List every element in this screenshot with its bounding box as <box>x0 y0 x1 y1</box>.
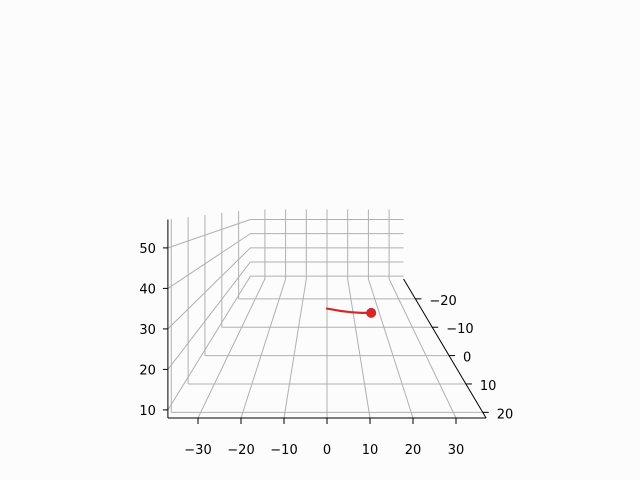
y-tick-label: −10 <box>446 322 473 337</box>
x-tick-label: −30 <box>184 443 211 458</box>
grid-line-x <box>240 209 287 419</box>
x-tick-label: −10 <box>270 443 297 458</box>
z-tick-label: 20 <box>139 363 156 378</box>
y-tick-label: −20 <box>429 294 456 309</box>
z-tick-label: 50 <box>139 242 156 257</box>
x-tick-label: 20 <box>405 443 422 458</box>
grid-line-x <box>388 209 457 419</box>
grid-line-x <box>347 209 371 419</box>
y-axis-line <box>403 278 487 419</box>
y-tick-label: 0 <box>463 351 471 366</box>
z-tick-label: 10 <box>139 404 156 419</box>
side-wall-grid-z <box>167 233 251 289</box>
grid-line-x <box>283 209 307 419</box>
x-tick-label: 30 <box>448 443 465 458</box>
z-tick-label: 30 <box>139 323 156 338</box>
x-tick-label: 10 <box>362 443 379 458</box>
x-tick-label: −20 <box>227 443 254 458</box>
y-tick-label: 20 <box>497 407 514 422</box>
grid <box>167 209 483 419</box>
side-wall-grid-z <box>167 275 251 411</box>
side-wall-grid-z <box>167 218 251 249</box>
axes <box>162 219 489 424</box>
series-layer <box>325 307 377 318</box>
x-tick-label: 0 <box>323 443 331 458</box>
z-tick-label: 40 <box>139 282 156 297</box>
side-wall-grid-z <box>167 247 251 330</box>
side-wall-grid-z <box>167 261 251 370</box>
grid-line-x <box>367 209 414 419</box>
series-line <box>325 307 373 314</box>
series-end-marker <box>366 307 377 318</box>
grid-line-x <box>197 209 266 419</box>
y-tick-label: 10 <box>480 379 497 394</box>
